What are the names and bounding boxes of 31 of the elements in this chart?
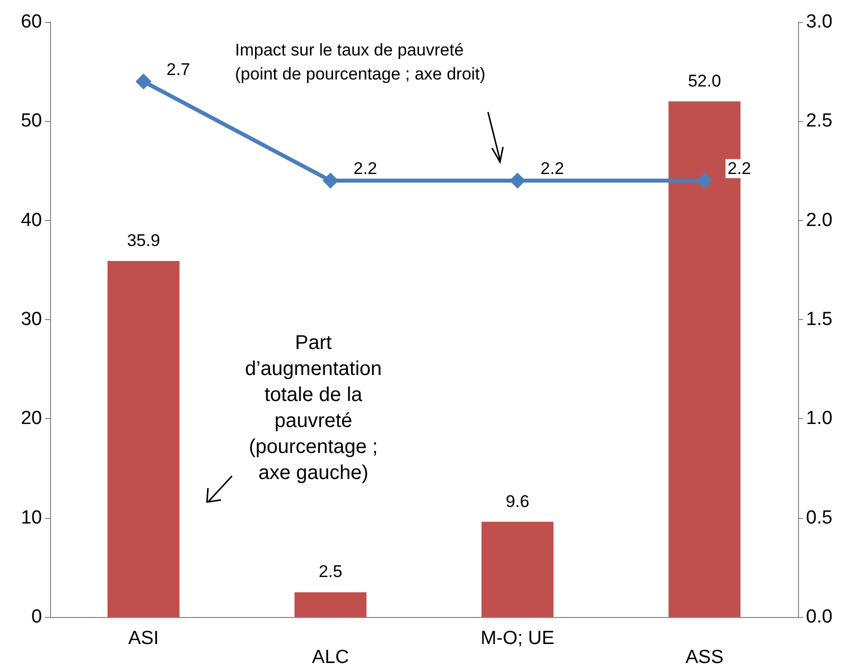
y2-tick-label: 2.5 bbox=[806, 110, 832, 132]
y2-tick-label: 1.0 bbox=[806, 408, 832, 430]
x-tick-label: ALC bbox=[312, 647, 349, 668]
y-tick-label: 20 bbox=[20, 408, 42, 430]
y2-tick-label: 0.5 bbox=[806, 507, 832, 528]
data-label: 35.9 bbox=[126, 230, 160, 250]
data-label: 2.2 bbox=[540, 159, 564, 178]
y-tick-label: 0 bbox=[31, 606, 42, 628]
x-tick-label: ASS bbox=[685, 647, 724, 668]
annotation: Part d’augmentation totale de la pauvreté (pourcentage ; axe gauche) bbox=[244, 332, 382, 484]
y-tick-label: 10 bbox=[20, 507, 42, 528]
y2-tick-label: 3.0 bbox=[806, 12, 832, 32]
y2-tick-label: 1.5 bbox=[806, 309, 832, 330]
y2-tick-label: 0.0 bbox=[806, 606, 832, 628]
bar bbox=[482, 522, 554, 617]
data-label: 2.5 bbox=[318, 562, 342, 582]
data-label: 9.6 bbox=[506, 492, 530, 511]
bar bbox=[294, 592, 366, 617]
y2-tick-label: 2.0 bbox=[806, 210, 832, 231]
y-tick-label: 50 bbox=[20, 110, 42, 132]
data-label: 2.2 bbox=[728, 159, 752, 178]
data-label: 52.0 bbox=[688, 71, 722, 90]
data-label: 2.2 bbox=[354, 159, 378, 178]
annotation: Impact sur le taux de pauvreté (point de pourcentage ; axe droit) bbox=[235, 40, 486, 84]
x-tick-label: M-O; UE bbox=[480, 628, 554, 649]
bar bbox=[108, 260, 180, 617]
y-tick-label: 60 bbox=[20, 12, 42, 32]
x-tick-label: ASI bbox=[128, 628, 159, 649]
y-tick-label: 30 bbox=[20, 309, 42, 330]
y-tick-label: 40 bbox=[20, 210, 42, 231]
data-label: 2.7 bbox=[166, 60, 190, 79]
